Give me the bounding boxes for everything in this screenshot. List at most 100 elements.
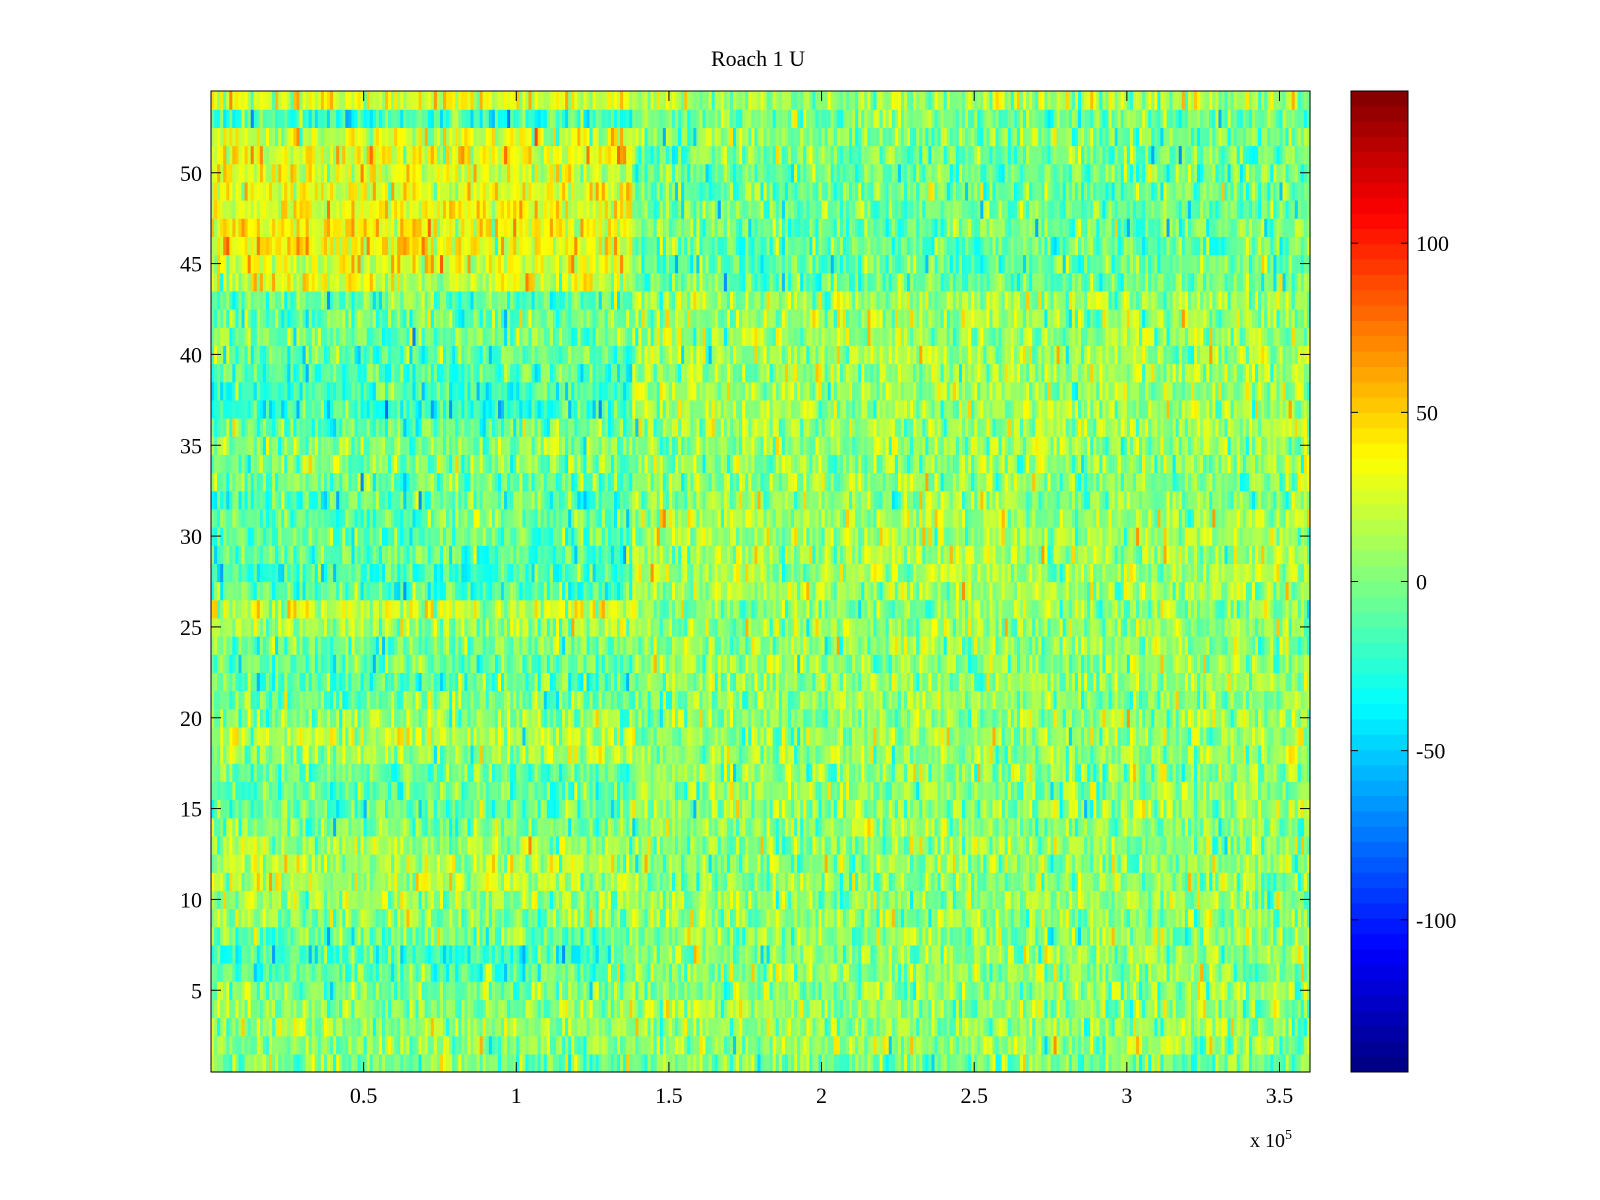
heatmap-cell [1279,854,1284,873]
heatmap-cell [623,944,627,964]
heatmap-cell [375,963,380,982]
heatmap-cell [256,854,261,873]
heatmap-cell [699,890,704,910]
heatmap-cell [449,835,453,855]
heatmap-cell [958,944,963,964]
heatmap-cell [739,890,743,910]
heatmap-cell [1114,926,1119,946]
heatmap-cell [491,854,496,873]
heatmap-cell [818,908,823,928]
heatmap-cell [678,1053,682,1073]
heatmap-cell [839,963,844,982]
heatmap-cell [659,999,664,1019]
heatmap-cell [549,944,554,964]
heatmap-cell [733,817,737,837]
heatmap-cell [1132,944,1137,964]
heatmap-cell [330,999,334,1019]
heatmap-cell [873,981,878,1000]
heatmap-cell [671,1035,676,1055]
heatmap-cell [1178,835,1183,855]
heatmap-cell [995,944,1000,964]
heatmap-cell [229,963,233,982]
heatmap-cell [391,944,395,964]
heatmap-cell [467,944,472,964]
heatmap-cell [928,908,933,928]
heatmap-cell [1038,981,1042,1000]
heatmap-cell [949,908,954,928]
heatmap-cell [1206,872,1210,891]
heatmap-cell [369,963,374,982]
heatmap-cell [1019,981,1024,1000]
heatmap-cell [693,1017,697,1037]
heatmap-cell [1071,926,1076,946]
heatmap-cell [821,854,826,873]
heatmap-cell [406,1035,411,1055]
heatmap-cell [882,999,887,1019]
heatmap-cell [949,890,954,910]
heatmap-cell [314,872,319,891]
heatmap-cell [574,1035,578,1055]
heatmap-cell [632,944,636,964]
heatmap-cell [467,908,472,928]
heatmap-cell [858,944,862,964]
heatmap-cell [461,835,465,855]
heatmap-cell [1215,1053,1220,1073]
heatmap-cell [1157,854,1162,873]
heatmap-cell [1062,944,1067,964]
heatmap-cell [543,1017,548,1037]
heatmap-cell [473,908,478,928]
heatmap-cell [1019,963,1024,982]
heatmap-cell [977,872,981,891]
heatmap-cell [464,1035,469,1055]
heatmap-cell [501,890,505,910]
heatmap-cell [433,1017,438,1037]
heatmap-cell [803,999,807,1019]
heatmap-cell [1193,999,1198,1019]
heatmap-cell [647,944,652,964]
heatmap-cell [595,854,600,873]
heatmap-cell [668,926,673,946]
heatmap-cell [656,963,661,982]
heatmap-cell [381,908,386,928]
heatmap-cell [632,1017,636,1037]
heatmap-cell [922,999,926,1019]
heatmap-cell [668,963,673,982]
heatmap-cell [873,999,878,1019]
heatmap-cell [763,854,768,873]
heatmap-cell [1023,890,1027,910]
heatmap-cell [430,1053,435,1073]
heatmap-cell [1114,999,1119,1019]
heatmap-cell [394,872,398,891]
heatmap-cell [302,926,307,946]
heatmap-cell [812,1035,817,1055]
heatmap-cell [806,817,810,837]
heatmap-cell [1181,1017,1186,1037]
heatmap-cell [787,1035,792,1055]
heatmap-cell [1163,963,1168,982]
heatmap-cell [1221,872,1226,891]
heatmap-cell [778,835,783,855]
heatmap-cell [910,981,914,1000]
heatmap-cell [1218,963,1223,982]
heatmap-cell [354,1053,359,1073]
heatmap-cell [775,908,780,928]
heatmap-cell [323,963,328,982]
heatmap-cell [778,908,783,928]
heatmap-cell [565,872,569,891]
heatmap-cell [1212,926,1216,946]
heatmap-cell [296,1017,301,1037]
heatmap-cell [1074,963,1079,982]
heatmap-cell [937,963,942,982]
heatmap-cell [1197,872,1201,891]
heatmap-cell [714,944,719,964]
heatmap-cell [992,908,997,928]
heatmap-cell [1139,1053,1143,1073]
heatmap-cell [1102,1053,1107,1073]
heatmap-cell [436,1017,441,1037]
heatmap-cell [849,890,853,910]
heatmap-cell [443,1017,447,1037]
heatmap-cell [1041,908,1046,928]
heatmap-cell [1087,963,1091,982]
heatmap-cell [323,944,328,964]
heatmap-cell [809,817,813,837]
